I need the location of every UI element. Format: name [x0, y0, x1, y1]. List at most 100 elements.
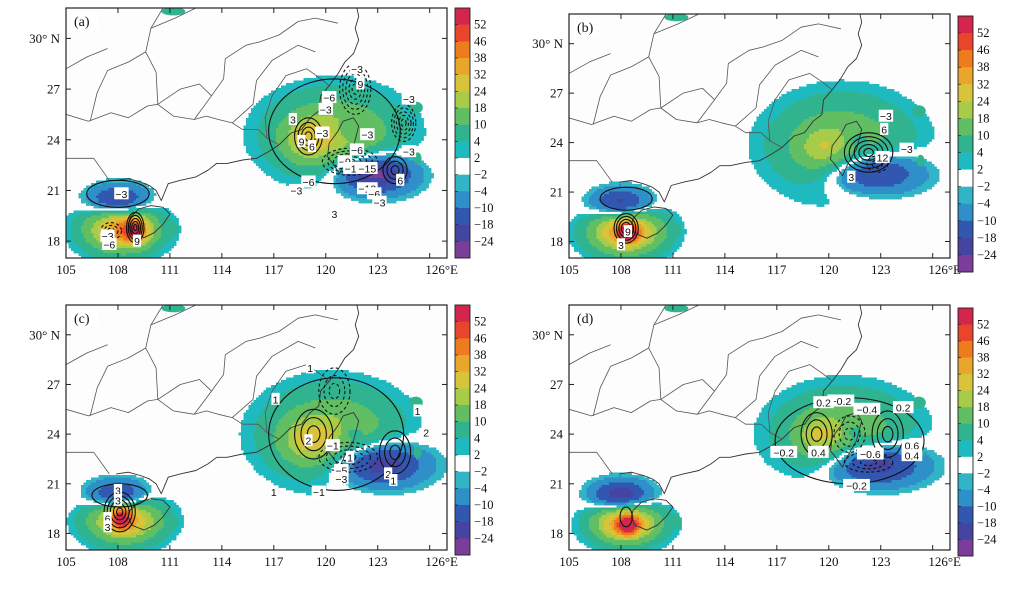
colorbar-swatch — [455, 24, 470, 42]
y-axis: 30° N 27 24 21 18 — [532, 327, 950, 541]
province-border — [696, 314, 841, 415]
colorbar-swatch — [958, 220, 973, 239]
colorbar-swatch — [958, 456, 973, 474]
colorbar-label: −24 — [474, 234, 494, 248]
province-border — [193, 314, 338, 415]
contour-label: 0.2 — [896, 403, 911, 415]
colorbar-swatch — [455, 321, 470, 339]
panel-label-bg — [573, 309, 601, 327]
colorbar-label: 4 — [977, 433, 984, 447]
province-border — [150, 305, 197, 326]
y-tick-label: 21 — [550, 476, 563, 491]
contour-label-bg — [315, 126, 330, 139]
contour-label-bg — [770, 445, 798, 458]
y-tick-label: 18 — [47, 234, 60, 249]
province-border — [660, 87, 715, 109]
colorbar-swatch — [958, 186, 973, 205]
panel-label-bg — [70, 12, 98, 30]
contour-label-bg — [318, 102, 333, 115]
teal-patch — [161, 305, 186, 313]
province-border — [735, 49, 819, 127]
contour-label: −3 — [316, 128, 328, 140]
contour-label-bg — [880, 122, 889, 135]
y-tick-label: 24 — [47, 132, 61, 147]
x-tick-label: 120 — [316, 554, 336, 569]
contour-label-bg — [311, 485, 327, 498]
x-tick-label: 111 — [161, 554, 180, 569]
contour-label-bg — [325, 439, 340, 452]
colorbar-swatch — [958, 169, 973, 187]
colorbar-swatch — [958, 308, 973, 325]
province-border — [157, 379, 212, 400]
contour-line — [866, 155, 889, 173]
coastline — [619, 305, 863, 495]
contour-label: 3 — [115, 495, 121, 507]
contour-label-bg — [401, 145, 417, 158]
contour-label-bg — [813, 396, 834, 409]
colorbar-swatch — [958, 440, 973, 458]
contour-line — [843, 132, 894, 173]
teal-patch — [667, 513, 682, 530]
province-border — [66, 48, 108, 70]
contour-label: 3 — [115, 485, 121, 497]
colorbar-label: −24 — [977, 248, 997, 262]
province-border — [653, 14, 700, 35]
contour-line — [332, 153, 368, 171]
colorbar-swatch — [958, 135, 973, 153]
colorbar-label: 32 — [977, 367, 990, 381]
contour-line — [318, 367, 351, 415]
province-border — [150, 8, 197, 29]
colorbar-label: 10 — [474, 118, 487, 132]
colorbar-swatch — [455, 74, 470, 92]
colorbar-swatch — [958, 67, 973, 85]
province-border — [264, 68, 330, 139]
x-tick-label: 105 — [56, 262, 76, 277]
x-tick-label: 105 — [559, 262, 579, 277]
contour-line — [116, 507, 124, 517]
province-border — [157, 83, 212, 105]
colorbar-swatch — [455, 438, 470, 456]
colorbar-swatch — [455, 388, 470, 406]
contour-line — [133, 224, 138, 232]
map-outlines — [66, 305, 360, 531]
colorbar-swatch — [455, 191, 470, 209]
colorbar-swatch — [455, 141, 470, 159]
colorbar-label: 32 — [474, 365, 487, 379]
contour-label-bg — [289, 183, 304, 196]
colorbar-swatch — [958, 237, 973, 256]
colorbar-swatch — [455, 371, 470, 389]
contour-label: −3 — [351, 64, 363, 76]
contour-label-bg — [808, 445, 829, 458]
taiwan-island — [327, 117, 360, 174]
contour-label: −1 — [313, 487, 325, 499]
coastline — [619, 14, 863, 203]
y-tick-label: 30° N — [532, 327, 563, 342]
colorbar-label: 52 — [977, 26, 990, 40]
contour-line — [340, 453, 357, 462]
colorbar-swatch — [455, 91, 470, 109]
colorbar-swatch — [455, 174, 470, 192]
contour-label-bg — [856, 447, 884, 460]
province-border — [194, 115, 280, 146]
colorbar: 52 46 38 32 24 18 10 4 2 −2 −4 −10 −18 −24 — [454, 304, 494, 556]
colorbar-swatch — [958, 84, 973, 102]
colorbar-label: −18 — [977, 516, 997, 530]
colorbar-frame — [957, 15, 974, 273]
contour-line — [323, 375, 346, 408]
colorbar-label: 24 — [474, 84, 487, 98]
x-tick-label: 105 — [56, 554, 76, 569]
contour-label: −3 — [320, 104, 332, 116]
colorbar-label: −4 — [474, 184, 488, 198]
contour-label: 3 — [105, 522, 111, 534]
contour-labels: −3−3−69−39−6−3−3396−3−3−6−9−12−15−6−3−12… — [100, 62, 417, 251]
contour-label-bg — [304, 434, 313, 447]
contour-label-bg — [349, 143, 365, 156]
contour-line — [339, 63, 372, 115]
colorbar-swatch — [958, 407, 973, 425]
x-axis: 105 108 111 114 117 120 123 126°E — [559, 14, 961, 277]
colorbar-swatch — [958, 33, 973, 51]
province-border — [232, 44, 316, 124]
contour-lines — [91, 367, 412, 533]
map-frame — [65, 7, 448, 259]
